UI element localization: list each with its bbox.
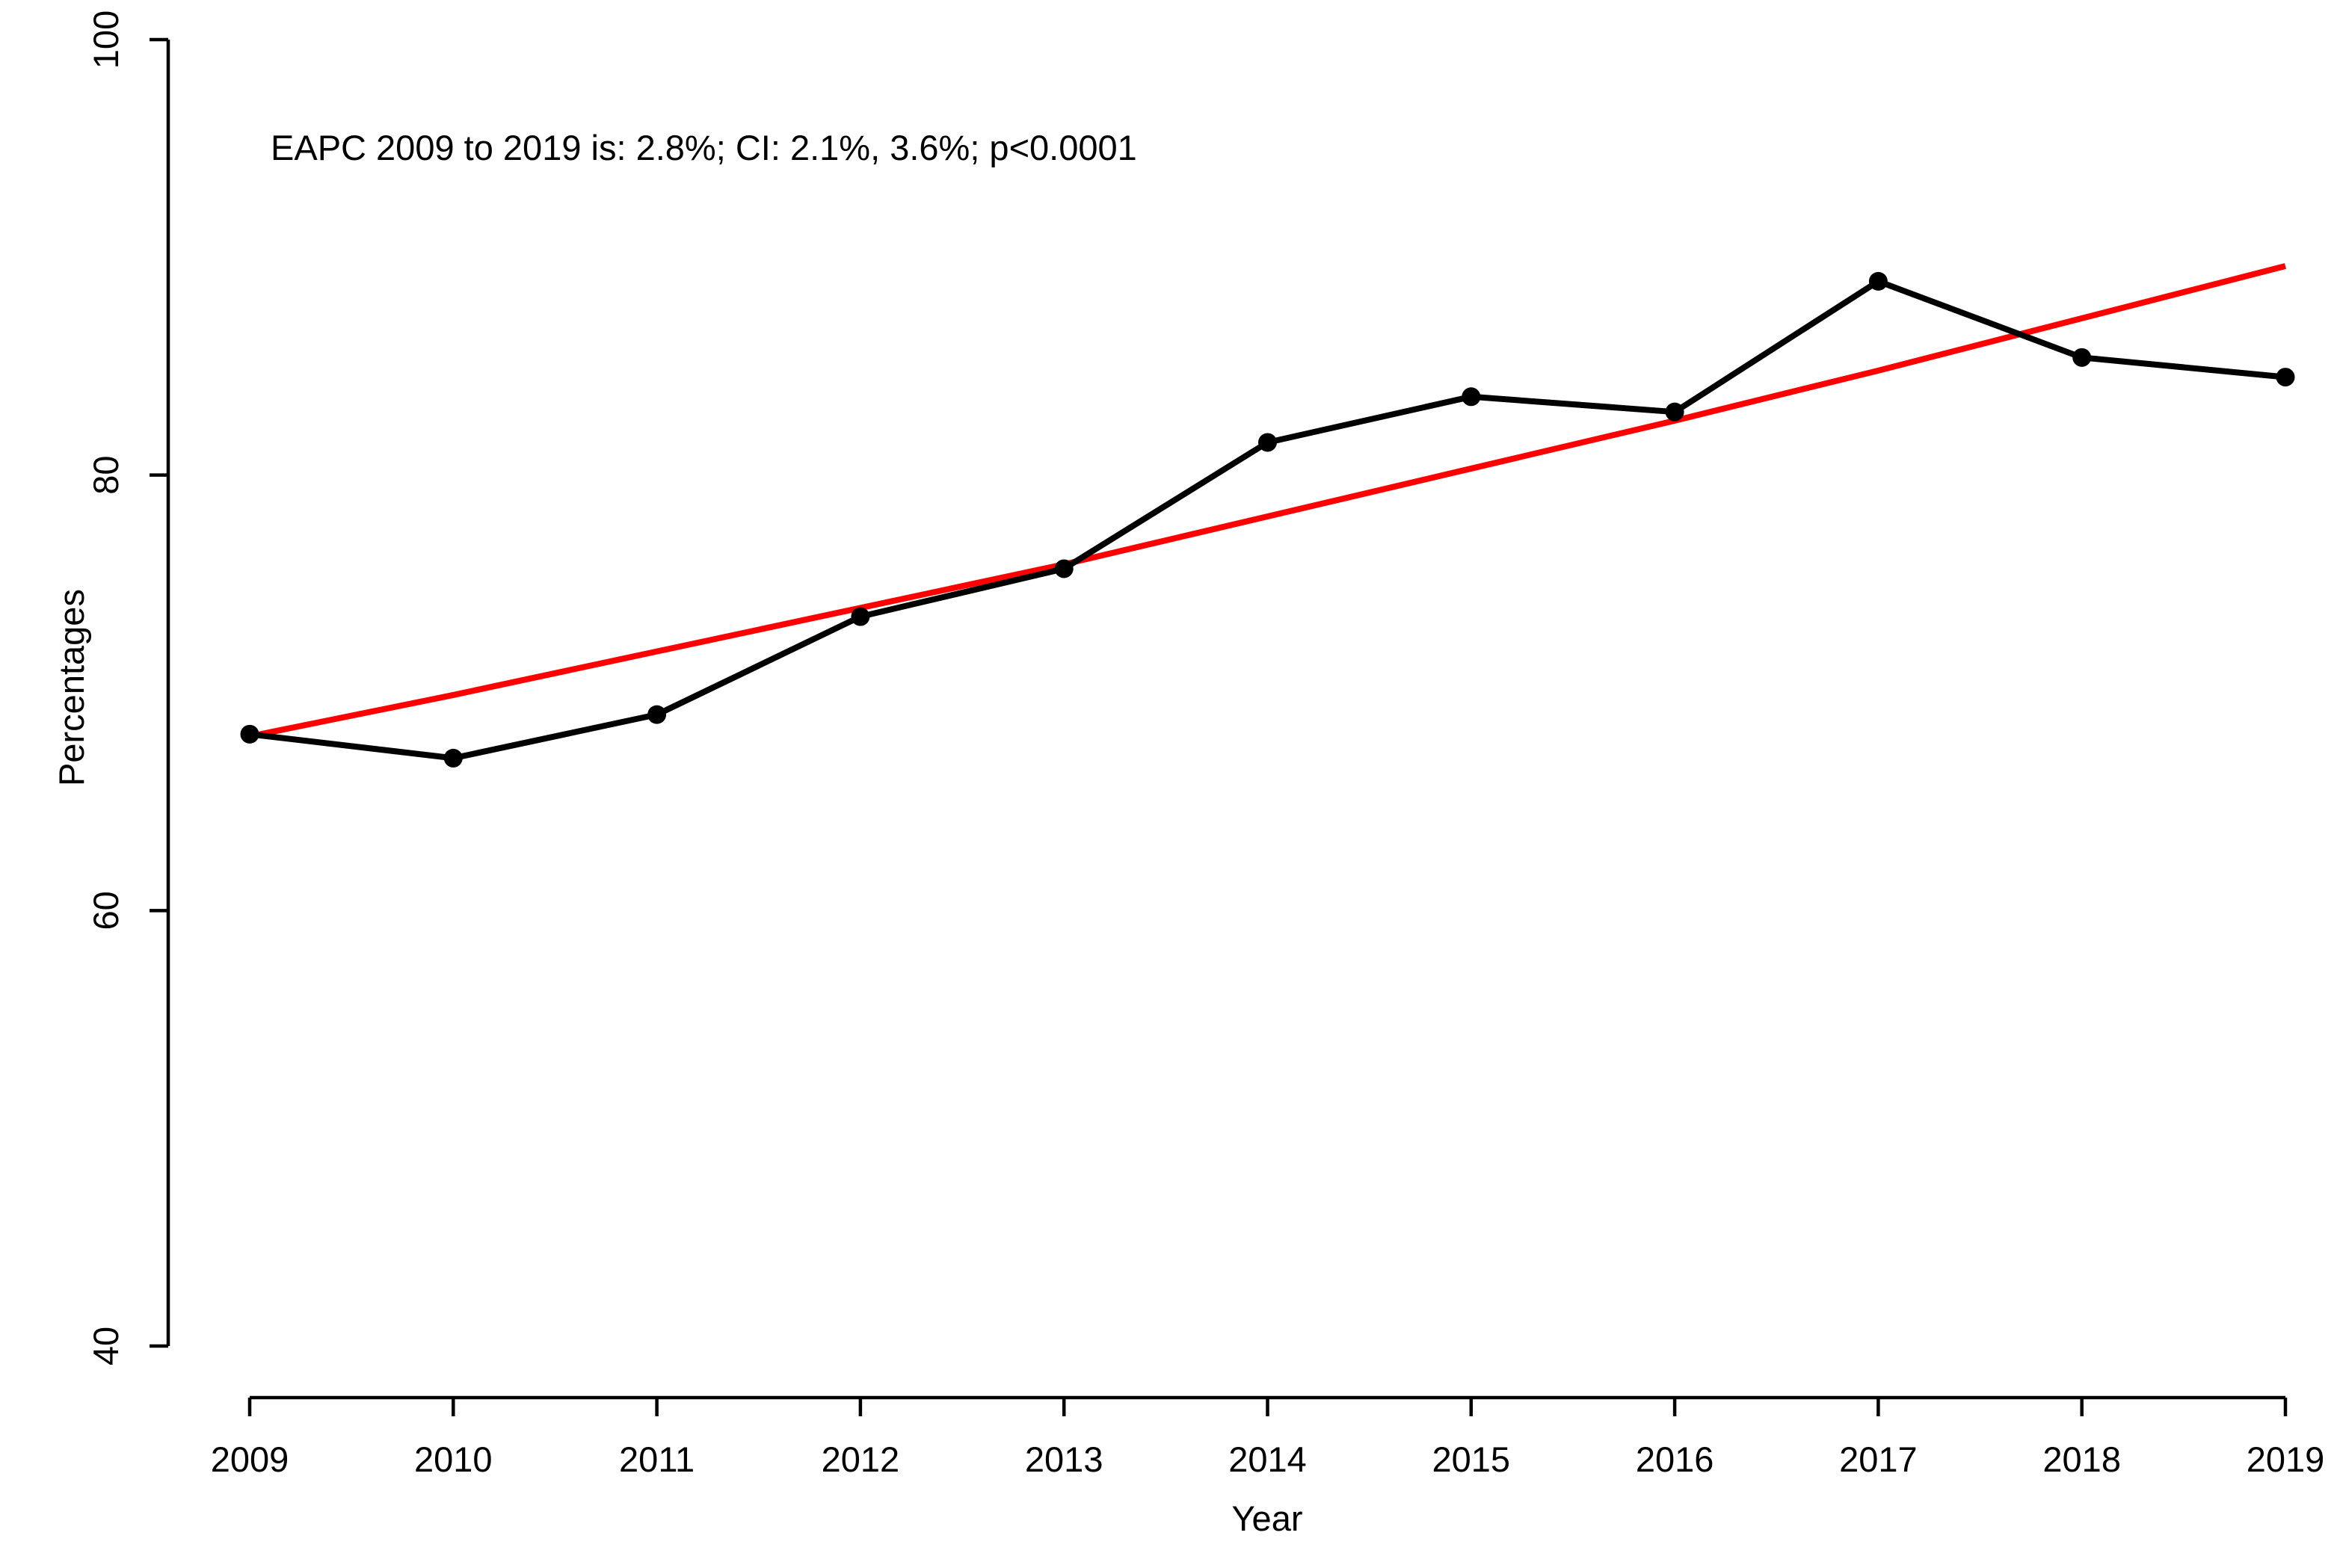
data-point	[851, 607, 870, 626]
x-axis-title: Year	[1232, 1498, 1303, 1538]
data-point	[1054, 559, 1074, 578]
x-tick-label: 2012	[822, 1439, 900, 1479]
data-point	[1868, 271, 1888, 291]
y-tick-label: 60	[86, 891, 126, 930]
x-tick-label: 2014	[1228, 1439, 1307, 1479]
x-tick-label: 2017	[1839, 1439, 1918, 1479]
data-point	[240, 724, 259, 744]
y-tick-label: 100	[86, 10, 126, 69]
data-point	[647, 705, 667, 724]
y-tick-label: 40	[86, 1327, 126, 1365]
x-tick-label: 2010	[414, 1439, 493, 1479]
y-tick-label: 80	[86, 456, 126, 495]
data-point	[1258, 433, 1277, 452]
y-axis-title: Percentages	[52, 589, 91, 786]
annotation-text: EAPC 2009 to 2019 is: 2.8%; CI: 2.1%, 3.…	[271, 128, 1137, 167]
data-point	[1462, 387, 1481, 407]
data-point	[443, 748, 463, 768]
x-tick-label: 2019	[2247, 1439, 2325, 1479]
observed-line	[249, 278, 2286, 762]
x-tick-label: 2013	[1025, 1439, 1103, 1479]
data-point	[1665, 402, 1684, 422]
data-point	[2276, 368, 2295, 387]
data-layer	[240, 263, 2295, 768]
x-tick-label: 2015	[1432, 1439, 1511, 1479]
axes-layer: 40 60 80 100 2009 2010 2011 2012 2013 2014 2015 201…	[86, 10, 2324, 1479]
trend-line	[249, 263, 2286, 740]
x-tick-label: 2011	[619, 1439, 695, 1479]
x-tick-label: 2009	[211, 1439, 289, 1479]
data-point	[2072, 348, 2092, 367]
x-tick-label: 2018	[2042, 1439, 2121, 1479]
x-tick-label: 2016	[1636, 1439, 1714, 1479]
